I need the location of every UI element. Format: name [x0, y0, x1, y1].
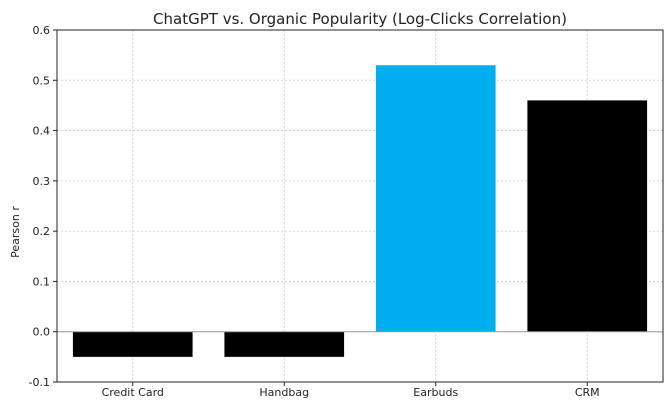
y-tick-label: 0.2 [33, 225, 51, 238]
x-tick-label: Handbag [259, 386, 309, 399]
bar-crm [527, 100, 648, 332]
x-tick-label: Credit Card [102, 386, 164, 399]
bar-earbuds [375, 65, 496, 332]
plot-frame [56, 29, 664, 383]
bar-credit-card [72, 331, 193, 357]
y-tick-label: 0.4 [33, 125, 51, 138]
y-tick-label: 0.5 [33, 74, 51, 87]
chart-title: ChatGPT vs. Organic Popularity (Log-Clic… [153, 10, 567, 28]
bars [72, 65, 648, 357]
y-tick-label: -0.1 [29, 376, 50, 389]
y-tick-label: 0.3 [33, 175, 51, 188]
y-tick-label: 0.0 [33, 326, 51, 339]
bar-handbag [224, 331, 345, 357]
x-tick-label: CRM [575, 386, 600, 399]
y-tick-label: 0.1 [33, 275, 51, 288]
tick-labels: -0.1 0.0 0.1 0.2 0.3 0.4 0.5 0.6 Credit Card Hand… [29, 24, 600, 399]
x-tick-label: Earbuds [413, 386, 458, 399]
y-axis-label: Pearson r [9, 206, 22, 258]
y-tick-label: 0.6 [33, 24, 51, 37]
